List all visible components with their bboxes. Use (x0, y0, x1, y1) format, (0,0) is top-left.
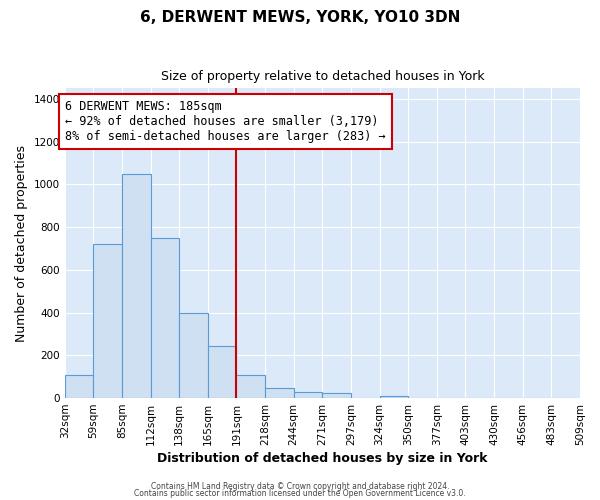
Bar (93, 244, 122, 398)
Text: Contains HM Land Registry data © Crown copyright and database right 2024.: Contains HM Land Registry data © Crown c… (151, 482, 449, 491)
Bar (179, 312, 208, 398)
Bar (151, 238, 179, 398)
Title: Size of property relative to detached houses in York: Size of property relative to detached ho… (161, 70, 484, 83)
Text: Contains public sector information licensed under the Open Government Licence v3: Contains public sector information licen… (134, 490, 466, 498)
X-axis label: Distribution of detached houses by size in York: Distribution of detached houses by size … (157, 452, 488, 465)
Text: 6, DERWENT MEWS, YORK, YO10 3DN: 6, DERWENT MEWS, YORK, YO10 3DN (140, 10, 460, 25)
Bar (265, 388, 294, 398)
Bar (294, 392, 322, 398)
Bar (122, 174, 151, 398)
Text: 6 DERWENT MEWS: 185sqm
← 92% of detached houses are smaller (3,179)
8% of semi-d: 6 DERWENT MEWS: 185sqm ← 92% of detached… (65, 100, 386, 143)
Bar (208, 346, 236, 398)
Y-axis label: Number of detached properties: Number of detached properties (15, 144, 28, 342)
Bar (322, 394, 351, 398)
Bar (65, 375, 93, 398)
Bar (380, 396, 408, 398)
Bar (236, 374, 265, 398)
